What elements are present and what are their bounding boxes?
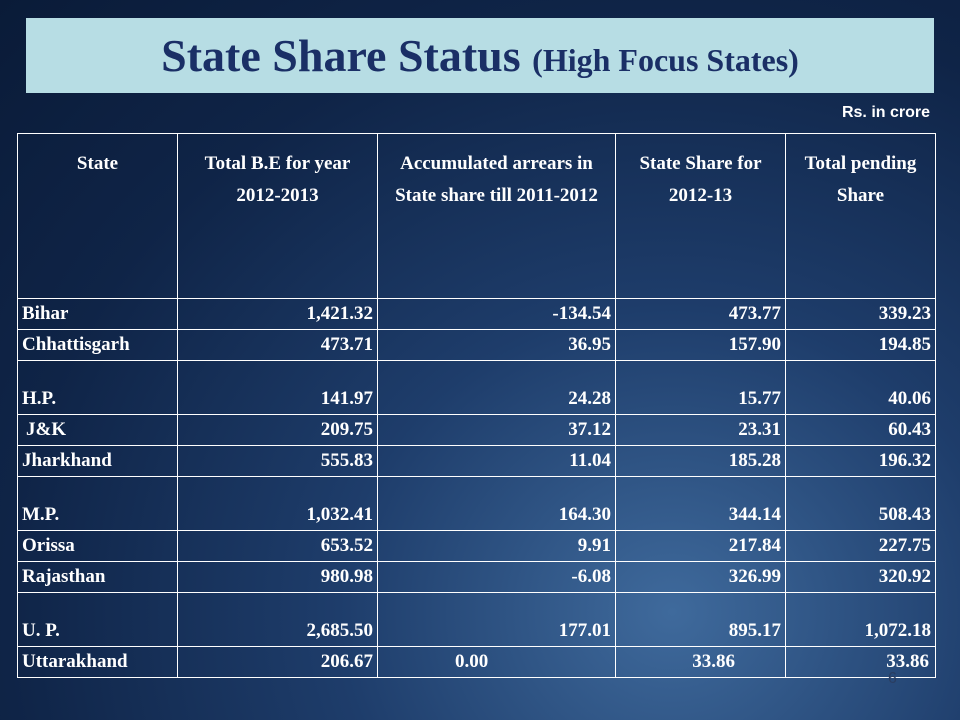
state-cell: Jharkhand: [17, 445, 178, 477]
arrears-cell: 24.28: [377, 360, 616, 415]
state-share-cell: 33.86: [615, 646, 786, 678]
state-cell: U. P.: [17, 592, 178, 647]
pending-share-cell: 339.23: [785, 298, 936, 330]
column-header-state-share: State Share for 2012-13: [615, 133, 786, 299]
table-row: Rajasthan 980.98 -6.08 326.99 320.92: [17, 561, 936, 593]
pending-share-cell: 60.43: [785, 414, 936, 446]
column-header-total-pending: Total pending Share: [785, 133, 936, 299]
total-be-cell: 653.52: [177, 530, 378, 562]
arrears-cell: 9.91: [377, 530, 616, 562]
column-header-total-be: Total B.E for year 2012-2013: [177, 133, 378, 299]
pending-share-cell: 320.92: [785, 561, 936, 593]
total-be-cell: 206.67: [177, 646, 378, 678]
state-share-cell: 473.77: [615, 298, 786, 330]
state-share-cell: 895.17: [615, 592, 786, 647]
column-header-accumulated-arrears: Accumulated arrears in State share till …: [377, 133, 616, 299]
table-row: Bihar 1,421.32 -134.54 473.77 339.23: [17, 298, 936, 330]
total-be-cell: 555.83: [177, 445, 378, 477]
arrears-cell: 37.12: [377, 414, 616, 446]
state-share-table: State Total B.E for year 2012-2013 Accum…: [17, 133, 936, 678]
table-row: H.P. 141.97 24.28 15.77 40.06: [17, 360, 936, 415]
state-cell: H.P.: [17, 360, 178, 415]
pending-share-cell: 508.43: [785, 476, 936, 531]
arrears-cell: 164.30: [377, 476, 616, 531]
total-be-cell: 473.71: [177, 329, 378, 361]
pending-share-cell: 33.86: [785, 646, 936, 678]
table-row: Chhattisgarh 473.71 36.95 157.90 194.85: [17, 329, 936, 361]
arrears-cell: 177.01: [377, 592, 616, 647]
state-share-cell: 185.28: [615, 445, 786, 477]
total-be-cell: 209.75: [177, 414, 378, 446]
pending-share-cell: 1,072.18: [785, 592, 936, 647]
state-cell: Bihar: [17, 298, 178, 330]
page-title: State Share Status (High Focus States): [161, 29, 799, 82]
title-banner: State Share Status (High Focus States): [26, 18, 934, 93]
table-row: Uttarakhand 206.67 0.00 33.86 33.86: [17, 646, 936, 678]
table-row: U. P. 2,685.50 177.01 895.17 1,072.18: [17, 592, 936, 647]
table-row: M.P. 1,032.41 164.30 344.14 508.43: [17, 476, 936, 531]
state-share-cell: 23.31: [615, 414, 786, 446]
arrears-cell: 0.00: [377, 646, 616, 678]
total-be-cell: 1,421.32: [177, 298, 378, 330]
state-cell: Uttarakhand: [17, 646, 178, 678]
table-row: Orissa 653.52 9.91 217.84 227.75: [17, 530, 936, 562]
title-subtitle: (High Focus States): [532, 42, 799, 78]
arrears-cell: -6.08: [377, 561, 616, 593]
pending-share-cell: 196.32: [785, 445, 936, 477]
column-header-state: State: [17, 133, 178, 299]
total-be-cell: 980.98: [177, 561, 378, 593]
unit-label: Rs. in crore: [841, 104, 930, 121]
arrears-cell: 36.95: [377, 329, 616, 361]
total-be-cell: 141.97: [177, 360, 378, 415]
table-header-row: State Total B.E for year 2012-2013 Accum…: [17, 133, 936, 299]
page-number: 6: [888, 670, 897, 687]
table-row: J&K 209.75 37.12 23.31 60.43: [17, 414, 936, 446]
pending-share-cell: 194.85: [785, 329, 936, 361]
pending-share-cell: 40.06: [785, 360, 936, 415]
state-share-cell: 157.90: [615, 329, 786, 361]
state-cell: Orissa: [17, 530, 178, 562]
total-be-cell: 1,032.41: [177, 476, 378, 531]
state-share-cell: 217.84: [615, 530, 786, 562]
total-be-cell: 2,685.50: [177, 592, 378, 647]
title-text: State Share Status: [161, 30, 521, 81]
arrears-cell: -134.54: [377, 298, 616, 330]
state-share-cell: 15.77: [615, 360, 786, 415]
state-cell: J&K: [17, 414, 178, 446]
state-share-cell: 344.14: [615, 476, 786, 531]
table-row: Jharkhand 555.83 11.04 185.28 196.32: [17, 445, 936, 477]
state-share-cell: 326.99: [615, 561, 786, 593]
state-cell: Chhattisgarh: [17, 329, 178, 361]
pending-share-cell: 227.75: [785, 530, 936, 562]
state-cell: Rajasthan: [17, 561, 178, 593]
state-cell: M.P.: [17, 476, 178, 531]
arrears-cell: 11.04: [377, 445, 616, 477]
